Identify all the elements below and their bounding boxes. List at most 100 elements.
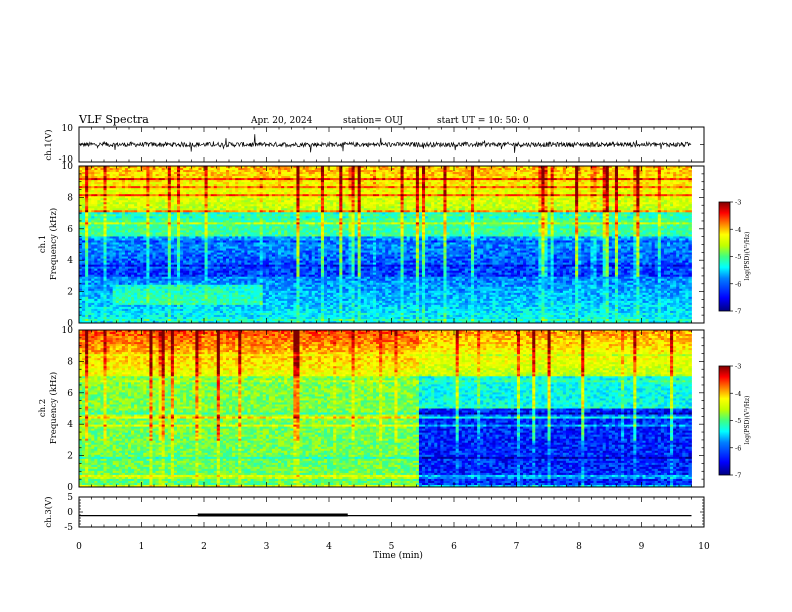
spectrogram-cell [82, 192, 86, 195]
spectrogram-cell [134, 262, 138, 266]
spectrogram-cell [85, 316, 89, 320]
spectrogram-cell [164, 272, 169, 276]
spectrogram-cell [91, 170, 95, 173]
spectrogram-cell [82, 282, 86, 286]
spectrogram-cell [118, 166, 123, 169]
spectrogram-cell [180, 256, 184, 259]
spectrogram-cell [103, 272, 107, 276]
spectrogram-cell [140, 234, 144, 237]
spectrogram-cell [183, 194, 187, 197]
spectrogram-cell [88, 316, 92, 320]
spectrogram-cell [112, 252, 117, 255]
spectrogram-cell [186, 284, 190, 288]
spectrogram-cell [85, 278, 89, 282]
spectrogram-cell [124, 282, 129, 286]
spectrogram-cell [103, 314, 107, 318]
spectrogram-cell [124, 316, 129, 320]
spectrogram-cell [134, 268, 138, 272]
spectrogram-cell [106, 228, 111, 231]
spectrogram-cell [152, 268, 156, 272]
spectrogram-cell [124, 314, 129, 318]
spectrogram-cell [158, 320, 163, 324]
spectrogram-cell [155, 264, 160, 268]
spectrogram-cell [161, 314, 166, 318]
spectrogram-cell [124, 260, 129, 264]
spectrogram-cell [177, 186, 181, 189]
spectrogram-cell [152, 202, 156, 205]
spectrogram-cell [146, 260, 150, 264]
spectrogram-cell [91, 168, 95, 171]
spectrogram-cell [180, 168, 184, 171]
spectrogram-cell [128, 196, 132, 199]
spectrogram-cell [103, 316, 107, 320]
spectrogram-cell [186, 230, 190, 233]
spectrogram-cell [167, 262, 172, 266]
spectrogram-cell [91, 192, 95, 195]
spectrogram-cell [143, 304, 147, 308]
spectrogram-cell [121, 302, 126, 306]
spectrogram-cell [140, 230, 144, 233]
spectrogram-cell [186, 282, 190, 286]
spectrogram-cell [91, 220, 95, 223]
spectrogram-cell [152, 232, 156, 235]
spectrogram-cell [131, 200, 135, 203]
spectrogram-cell [180, 252, 184, 255]
spectrogram-cell [85, 172, 89, 175]
spectrogram-cell [173, 224, 178, 227]
spectrogram-cell [128, 248, 132, 251]
spectrogram-cell [177, 266, 181, 270]
spectrogram-cell [137, 206, 141, 209]
spectrogram-cell [88, 206, 92, 209]
spectrogram-cell [94, 174, 98, 177]
spectrogram-cell [88, 200, 92, 203]
spectrogram-cell [164, 238, 169, 241]
spectrogram-cell [109, 278, 114, 282]
spectrogram-cell [173, 268, 178, 272]
spectrogram-cell [109, 190, 114, 193]
spectrogram-cell [100, 270, 104, 274]
spectrogram-cell [124, 174, 129, 177]
spectrogram-cell [164, 312, 169, 316]
spectrogram-cell [106, 166, 111, 169]
spectrogram-cell [124, 310, 129, 314]
spectrogram-cell [103, 170, 107, 173]
spectrogram-cell [106, 308, 111, 312]
spectrogram-cell [186, 288, 190, 292]
spectrogram-cell [152, 302, 156, 306]
spectrogram-cell [115, 268, 120, 272]
spectrogram-cell [124, 276, 129, 280]
spectrogram-cell [106, 208, 111, 211]
spectrogram-cell [186, 170, 190, 173]
spectrogram-cell [146, 234, 150, 237]
spectrogram-cell [85, 218, 89, 221]
spectrogram-cell [173, 244, 178, 247]
spectrogram-cell [134, 238, 138, 241]
spectrogram-cell [149, 254, 153, 257]
spectrogram-cell [170, 292, 175, 296]
spectrogram-cell [149, 222, 153, 225]
spectrogram-cell [149, 256, 153, 259]
spectrogram-cell [103, 232, 107, 235]
spectrogram-cell [173, 284, 178, 288]
spectrogram-cell [97, 254, 101, 257]
spectrogram-cell [170, 288, 175, 292]
spectrogram-cell [146, 208, 150, 211]
spectrogram-cell [155, 216, 160, 219]
spectrogram-cell [189, 198, 193, 201]
spectrogram-cell [88, 248, 92, 251]
spectrogram-cell [94, 308, 98, 312]
spectrogram-cell [134, 178, 138, 181]
spectrogram-cell [134, 266, 138, 270]
spectrogram-cell [128, 206, 132, 209]
spectrogram-cell [146, 220, 150, 223]
spectrogram-cell [106, 214, 111, 217]
spectrogram-cell [82, 242, 86, 245]
spectrogram-cell [146, 206, 150, 209]
spectrogram-cell [88, 254, 92, 257]
spectrogram-cell [155, 268, 160, 272]
spectrogram-cell [103, 240, 107, 243]
spectrogram-cell [186, 192, 190, 195]
spectrogram-cell [109, 238, 114, 241]
spectrogram-cell [137, 282, 141, 286]
spectrogram-cell [121, 296, 126, 300]
